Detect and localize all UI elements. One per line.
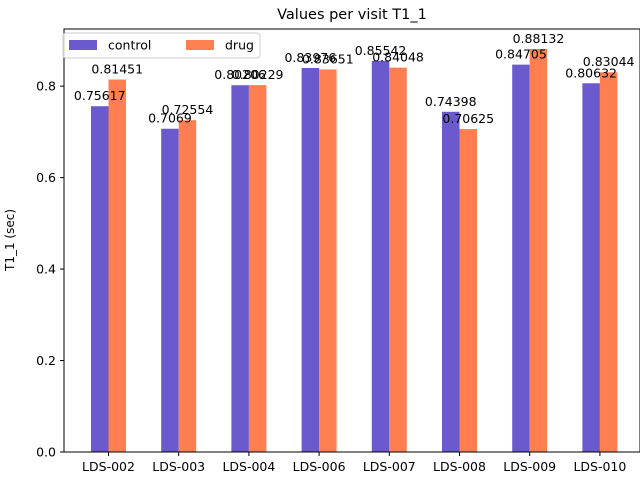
y-axis-ticks: 0.0 0.2 0.4 0.6 0.8 [36,79,64,460]
bar-drug-lds-010 [599,72,618,452]
x-tick-label: LDS-008 [433,459,486,474]
bar-value-label: 0.81451 [91,62,143,77]
bar-control-lds-003 [161,128,179,452]
bar-drug-lds-007 [389,67,407,453]
bar-labels-group: 0.75617 0.7069 0.80206 0.83976 0.85542 0.7439… [74,31,635,126]
legend: control drug [62,32,261,59]
bar-value-label: 0.75617 [74,88,126,103]
x-axis-ticks: LDS-002 LDS-003 LDS-004 LDS-006 LDS-007 LDS-0… [82,452,626,474]
x-tick-label: LDS-006 [293,459,346,474]
bar-value-label: 0.84705 [495,47,547,62]
chart-title: Values per visit T1_1 [277,7,427,23]
bar-drug-lds-002 [108,79,126,452]
legend-swatch-drug [186,40,214,50]
legend-label-control: control [108,38,151,53]
bar-value-label: 0.7069 [148,111,192,126]
legend-label-drug: drug [225,38,254,53]
bar-value-label: 0.83976 [284,50,336,65]
x-tick-label: LDS-004 [222,459,275,474]
bar-value-label: 0.80206 [214,67,266,82]
bar-value-label: 0.70625 [442,111,494,126]
bar-value-label: 0.88132 [513,31,565,46]
y-tick-label: 0.8 [36,79,56,94]
bar-control-lds-008 [442,111,460,452]
plot-frame [63,28,640,453]
bar-control-lds-007 [371,60,390,452]
y-tick-label: 0.2 [36,353,56,368]
bar-control-lds-002 [91,106,109,452]
x-tick-label: LDS-007 [363,459,416,474]
bar-control-lds-010 [582,83,600,453]
y-tick-label: 0.0 [36,445,56,460]
bar-value-label: 0.84048 [372,50,424,65]
bar-value-label: 0.83044 [583,54,635,69]
bar-drug-lds-006 [319,69,337,452]
legend-swatch-control [69,40,97,50]
y-axis-label: T1_1 (sec) [3,209,17,272]
bar-value-label: 0.85542 [355,43,407,58]
bar-value-label: 0.80229 [232,67,284,82]
bar-drug-lds-004 [248,85,267,452]
bar-control-lds-006 [301,67,320,453]
x-tick-label: LDS-002 [82,459,135,474]
bar-drug-lds-009 [529,48,548,453]
bar-value-label: 0.83651 [302,51,354,66]
bar-control-lds-009 [512,64,530,452]
x-tick-label: LDS-009 [503,459,556,474]
y-tick-label: 0.4 [36,262,56,277]
bars-group [91,48,618,453]
bar-drug-lds-008 [459,129,477,452]
legend-frame [62,32,261,59]
bar-drug-lds-003 [178,120,197,452]
bar-value-label: 0.80632 [565,65,617,80]
bar-value-label: 0.72554 [162,102,214,117]
bar-control-lds-004 [231,85,249,453]
bar-value-label: 0.74398 [425,94,477,109]
y-tick-label: 0.6 [36,170,56,185]
x-tick-label: LDS-010 [573,459,626,474]
x-tick-label: LDS-003 [152,459,205,474]
